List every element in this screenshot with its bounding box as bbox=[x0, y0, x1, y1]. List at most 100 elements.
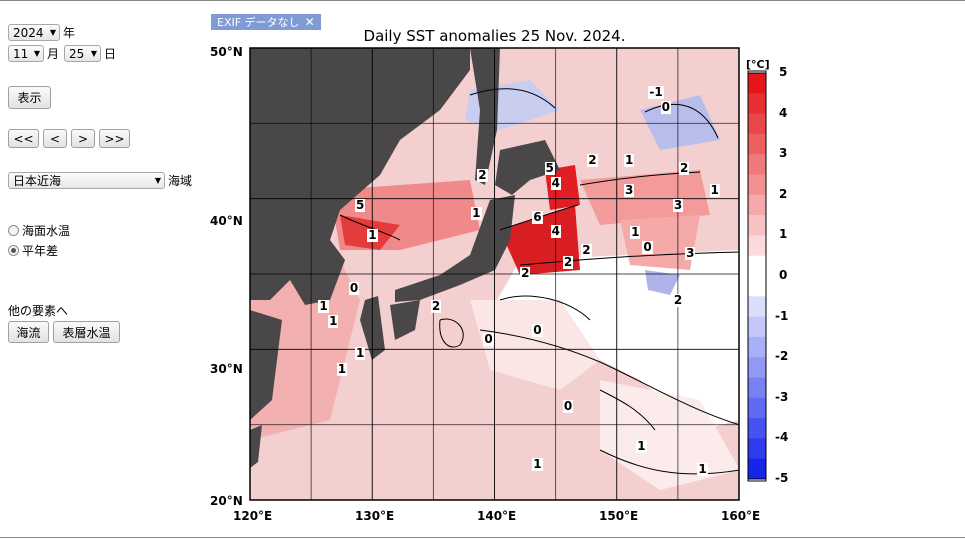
show-button[interactable]: 表示 bbox=[8, 86, 51, 109]
chart-title: Daily SST anomalies 25 Nov. 2024. bbox=[363, 27, 626, 45]
colorbar-tick-label: -5 bbox=[775, 471, 789, 485]
contour-label: 1 bbox=[636, 439, 647, 454]
region-value: 日本近海 bbox=[13, 174, 62, 188]
colorbar-tick-label: 5 bbox=[779, 65, 788, 79]
contour-label: 2 bbox=[587, 153, 598, 167]
region-select[interactable]: 日本近海 ▼ bbox=[8, 172, 165, 189]
map-field bbox=[250, 48, 739, 500]
contour-label: 1 bbox=[697, 461, 708, 476]
x-tick-150e: 150°E bbox=[599, 509, 639, 523]
mode-radio-anomaly[interactable] bbox=[8, 245, 19, 256]
chevron-down-icon: ▼ bbox=[90, 49, 98, 58]
colorbar-step bbox=[748, 93, 766, 115]
y-tick-20n: 20°N bbox=[210, 494, 243, 508]
contour-label: -1 bbox=[648, 85, 664, 100]
strong-anomaly-area-kuril bbox=[580, 170, 710, 225]
weak-anomaly-area-south bbox=[600, 380, 739, 490]
contour-label: 2 bbox=[430, 299, 442, 314]
colorbar-step bbox=[748, 418, 766, 439]
contour-label: 2 bbox=[581, 243, 592, 258]
last-date-button[interactable]: >> bbox=[99, 129, 130, 148]
colorbar-unit: [°C] bbox=[746, 58, 770, 71]
contour-label: 1 bbox=[355, 345, 366, 360]
colorbar-step bbox=[748, 377, 766, 399]
first-date-button[interactable]: << bbox=[8, 129, 39, 148]
contour-label: 0 bbox=[642, 240, 653, 255]
bottom-rule bbox=[0, 537, 965, 538]
contour-label: 2 bbox=[672, 293, 684, 308]
contour-label: 1 bbox=[471, 205, 482, 220]
colorbar-step bbox=[748, 316, 766, 338]
contour-label: 4 bbox=[550, 175, 561, 190]
colorbar-step bbox=[748, 154, 766, 175]
colorbar-step bbox=[748, 296, 766, 318]
y-tick-50n: 50°N bbox=[210, 45, 243, 59]
mode-label-anomaly: 平年差 bbox=[22, 244, 59, 258]
colorbar-step bbox=[748, 73, 766, 94]
x-tick-160e: 160°E bbox=[721, 509, 761, 523]
month-value: 11 bbox=[13, 46, 29, 61]
colorbar-tick-label: 3 bbox=[779, 146, 788, 161]
colorbar-step bbox=[748, 133, 766, 155]
mode-radio-sst[interactable] bbox=[8, 225, 19, 236]
colorbar-step bbox=[748, 215, 766, 236]
contour-label: 2 bbox=[678, 160, 690, 175]
colorbar-step bbox=[748, 336, 766, 358]
grid-full bbox=[250, 48, 739, 500]
month-unit: 月 bbox=[47, 47, 60, 61]
colorbar-tick-label: 0 bbox=[779, 268, 788, 282]
contour-label: 3 bbox=[685, 246, 696, 261]
colorbar-tick-label: -3 bbox=[775, 389, 789, 404]
chevron-down-icon: ▼ bbox=[33, 49, 40, 58]
colorbar-tick-label: -4 bbox=[775, 430, 789, 445]
negative-anomaly-area-small bbox=[645, 270, 680, 295]
negative-anomaly-area-north bbox=[465, 80, 560, 130]
x-tick-140e: 140°E bbox=[477, 509, 517, 523]
exif-badge-text: EXIF データなし bbox=[217, 16, 300, 29]
colorbar-tick-label: 4 bbox=[779, 105, 788, 120]
contour-label: 4 bbox=[550, 223, 561, 238]
land-honshu bbox=[395, 195, 515, 302]
next-date-button[interactable]: > bbox=[71, 129, 95, 148]
contour-label: 3 bbox=[672, 198, 684, 213]
colorbar bbox=[747, 70, 767, 482]
colorbar-step bbox=[748, 276, 766, 297]
colorbar-step bbox=[748, 397, 766, 419]
colorbar-step bbox=[748, 235, 766, 257]
month-select[interactable]: 11 ▼ bbox=[8, 45, 44, 62]
contour-label: 1 bbox=[532, 457, 543, 472]
other-elements-heading: 他の要素へ bbox=[8, 304, 69, 318]
colorbar-step bbox=[748, 174, 766, 196]
contour-label: 0 bbox=[562, 398, 574, 413]
prev-date-button[interactable]: < bbox=[43, 129, 67, 148]
x-tick-120e: 120°E bbox=[233, 509, 273, 523]
colorbar-tick-label: 1 bbox=[779, 227, 788, 242]
day-value: 25 bbox=[69, 46, 85, 61]
land-sakhalin bbox=[470, 48, 500, 185]
land-kyushu-shikoku bbox=[390, 300, 420, 340]
close-icon[interactable]: ✕ bbox=[304, 15, 315, 29]
ocean-background bbox=[250, 48, 739, 500]
colorbar-tick-label: -1 bbox=[775, 308, 789, 323]
anomaly-area-east bbox=[620, 215, 700, 270]
graticule bbox=[250, 48, 739, 500]
contour-label: 0 bbox=[660, 100, 671, 115]
year-select[interactable]: 2024 ▼ bbox=[8, 24, 60, 41]
negative-anomaly-area-okhotsk bbox=[640, 95, 720, 150]
land-asia-continent bbox=[250, 48, 470, 305]
y-tick-40n: 40°N bbox=[210, 214, 243, 228]
colorbar-tick-label: -2 bbox=[775, 349, 789, 364]
moderate-anomaly-area-west bbox=[250, 240, 360, 440]
day-select[interactable]: 25 ▼ bbox=[64, 45, 102, 62]
subsurface-temp-button[interactable]: 表層水温 bbox=[53, 321, 120, 343]
colorbar-step bbox=[748, 194, 766, 216]
neutral-anomaly-area bbox=[480, 250, 739, 430]
contour-label: 1 bbox=[318, 299, 329, 314]
ocean-current-button[interactable]: 海流 bbox=[8, 321, 49, 343]
top-rule bbox=[0, 0, 965, 1]
colorbar-step bbox=[748, 357, 766, 378]
strong-anomaly-area-jsea bbox=[330, 180, 480, 250]
contour-label: 3 bbox=[623, 183, 635, 198]
contour-label: 6 bbox=[532, 210, 543, 225]
